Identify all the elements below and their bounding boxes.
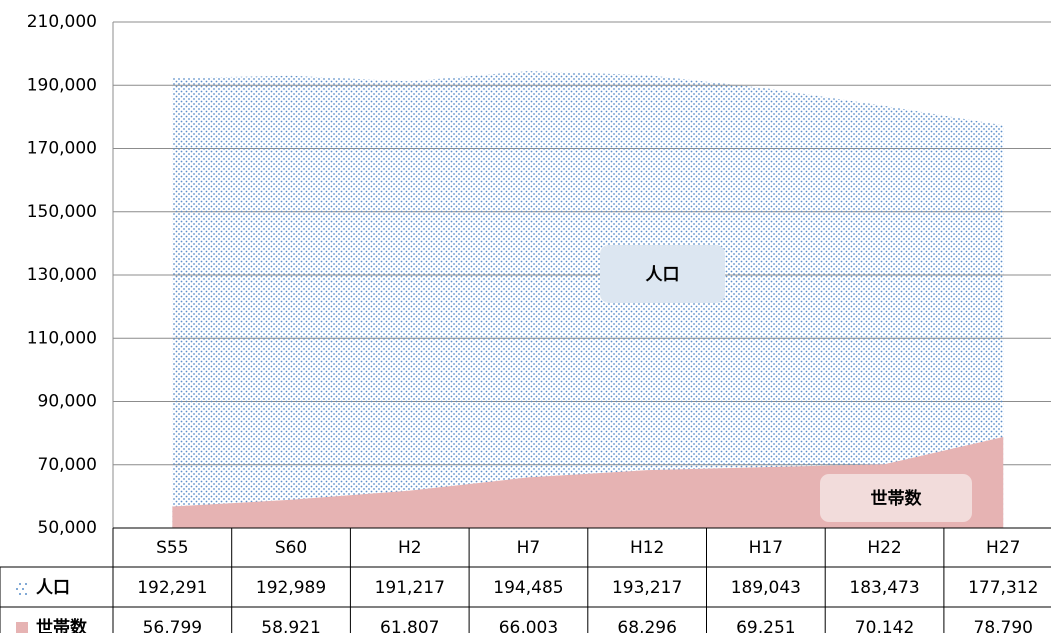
legend-dot [22,588,24,590]
x-tick-label: H22 [867,538,901,558]
table-value: 193,217 [612,578,682,598]
table-value: 177,312 [968,578,1038,598]
x-tick-label: S60 [275,538,307,558]
table-value: 192,291 [137,578,207,598]
x-tick-label: H12 [630,538,664,558]
legend-dot [19,593,21,595]
area [172,436,1004,528]
legend-dot [16,588,18,590]
y-tick-label: 110,000 [27,328,97,348]
x-tick-label: S55 [156,538,188,558]
table-value: 66,003 [499,618,558,633]
x-tick-label: H2 [398,538,422,558]
legend-label: 人口 [36,578,70,598]
table-value: 78,790 [974,618,1033,633]
table-value: 61,807 [380,618,439,633]
table-value: 192,989 [256,578,326,598]
table-value: 70,142 [855,618,914,633]
table-value: 69,251 [736,618,795,633]
table-value: 56,799 [143,618,202,633]
x-tick-label: H7 [517,538,541,558]
annotation-box [820,474,972,522]
table-value: 191,217 [375,578,445,598]
y-tick-label: 90,000 [38,392,97,412]
table-value: 194,485 [493,578,563,598]
table-value: 189,043 [731,578,801,598]
x-tick-label: H27 [986,538,1020,558]
x-tick-label: H17 [749,538,783,558]
y-tick-label: 130,000 [27,265,97,285]
annotation-label: 世帯数 [871,488,923,509]
y-tick-label: 210,000 [27,12,97,32]
y-tick-label: 50,000 [38,518,97,538]
y-tick-label: 150,000 [27,202,97,222]
area [172,71,1004,528]
y-tick-label: 170,000 [27,139,97,159]
legend-label: 世帯数 [36,617,88,633]
annotation-box [600,245,725,303]
table-value: 183,473 [849,578,919,598]
legend-dot [25,593,27,595]
table-value: 58,921 [261,618,320,633]
legend-dot [25,583,27,585]
legend-key [16,622,28,633]
legend-dot [19,583,21,585]
y-tick-label: 190,000 [27,75,97,95]
legend-key [16,583,27,595]
annotation-label: 人口 [646,265,680,285]
table-value: 68,296 [617,618,676,633]
y-tick-label: 70,000 [38,455,97,475]
